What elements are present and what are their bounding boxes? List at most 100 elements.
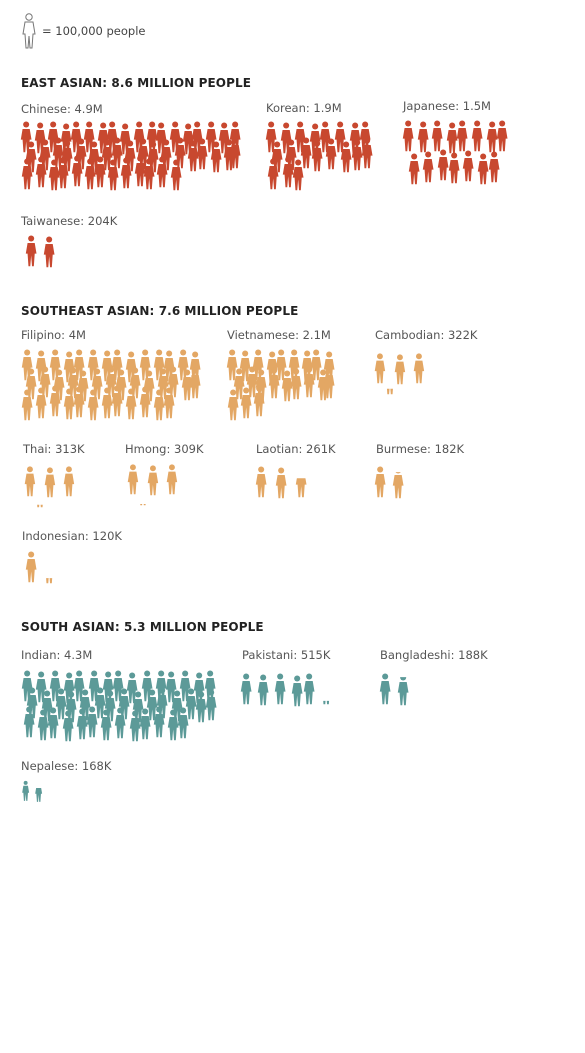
pictogram-bangladeshi (378, 672, 412, 714)
person-icon (94, 687, 106, 719)
person-icon (153, 349, 165, 381)
person-icon (43, 236, 55, 268)
person-icon (477, 153, 489, 185)
person-icon (62, 710, 74, 742)
person-icon (204, 670, 216, 702)
person-icon (168, 709, 179, 741)
group-label-pakistani: Pakistani: 515K (242, 648, 331, 662)
person-icon (100, 709, 112, 741)
pictogram-burmese (373, 465, 407, 507)
person-icon (49, 670, 61, 702)
person-icon (268, 367, 280, 399)
person-icon (147, 689, 158, 721)
person-icon (21, 349, 33, 381)
person-icon (408, 153, 420, 185)
person-icon (139, 504, 146, 506)
person-icon (71, 155, 83, 187)
person-icon (48, 159, 60, 191)
person-icon (127, 464, 138, 495)
person-icon (497, 120, 508, 152)
person-icon (107, 159, 119, 191)
person-icon (178, 707, 189, 739)
person-icon (379, 673, 391, 705)
person-icon (165, 671, 177, 703)
person-icon (87, 349, 99, 381)
person-icon (121, 157, 132, 189)
person-icon (229, 137, 241, 169)
person-icon (374, 466, 386, 498)
group-label-filipino: Filipino: 4M (21, 328, 86, 342)
person-icon (76, 708, 88, 740)
person-icon (351, 139, 363, 171)
person-icon (300, 137, 312, 169)
person-icon (102, 139, 113, 171)
person-icon (431, 120, 443, 152)
person-icon (457, 120, 468, 152)
pictogram-japanese (402, 119, 511, 185)
person-icon (49, 385, 61, 417)
person-icon (101, 387, 113, 419)
group-label-hmong: Hmong: 309K (125, 442, 204, 456)
person-icon (187, 140, 199, 172)
person-icon (22, 158, 33, 190)
person-icon (153, 706, 165, 738)
person-icon (195, 691, 207, 723)
legend-label: = 100,000 people (42, 24, 146, 38)
pictogram-indonesian (24, 550, 58, 592)
person-icon (94, 156, 106, 188)
group-label-laotian: Laotian: 261K (256, 442, 336, 456)
person-icon (240, 673, 252, 705)
person-icon (210, 141, 222, 173)
person-icon (303, 673, 315, 705)
person-icon (35, 156, 47, 188)
group-label-korean: Korean: 1.9M (266, 101, 342, 115)
person-icon (85, 158, 96, 190)
person-icon (293, 159, 304, 191)
person-icon (233, 368, 245, 400)
person-icon (361, 137, 373, 169)
pictogram-nepalese (21, 780, 45, 802)
person-icon (23, 706, 35, 738)
person-icon (274, 673, 286, 705)
person-icon (340, 141, 352, 173)
group-label-vietnamese: Vietnamese: 2.1M (227, 328, 331, 342)
group-label-japanese: Japanese: 1.5M (403, 99, 491, 113)
person-icon (143, 158, 155, 190)
group-label-chinese: Chinese: 4.9M (21, 102, 103, 116)
group-label-indian: Indian: 4.3M (21, 648, 93, 662)
person-icon (129, 710, 141, 742)
person-icon (45, 578, 52, 584)
person-icon (256, 466, 267, 498)
person-icon (471, 120, 483, 152)
person-icon (44, 467, 55, 498)
person-icon (448, 152, 460, 184)
person-icon (141, 670, 153, 702)
person-icon (240, 387, 252, 419)
section-heading-east-asian: EAST ASIAN: 8.6 MILLION PEOPLE (21, 76, 252, 90)
person-icon (392, 472, 404, 499)
person-icon (139, 386, 151, 418)
person-icon (374, 353, 385, 384)
person-icon (21, 780, 29, 801)
pictogram-thai (22, 465, 78, 508)
person-icon (290, 368, 302, 400)
person-icon (147, 465, 158, 496)
person-icon (323, 700, 330, 705)
person-icon (112, 670, 124, 702)
person-icon (394, 354, 405, 385)
person-icon (437, 149, 449, 181)
person-icon (58, 157, 69, 189)
person-icon (55, 688, 67, 720)
pictogram-indian (21, 669, 218, 742)
person-icon (275, 349, 287, 381)
person-icon (73, 386, 85, 418)
person-icon (87, 389, 99, 421)
section-heading-southeast-asian: SOUTHEAST ASIAN: 7.6 MILLION PEOPLE (21, 304, 299, 318)
person-icon (205, 689, 217, 721)
person-icon (64, 672, 75, 704)
person-icon (111, 385, 123, 417)
pictogram-pakistani (240, 672, 334, 714)
person-icon (153, 389, 165, 421)
person-icon (35, 387, 47, 419)
person-icon (226, 349, 238, 381)
